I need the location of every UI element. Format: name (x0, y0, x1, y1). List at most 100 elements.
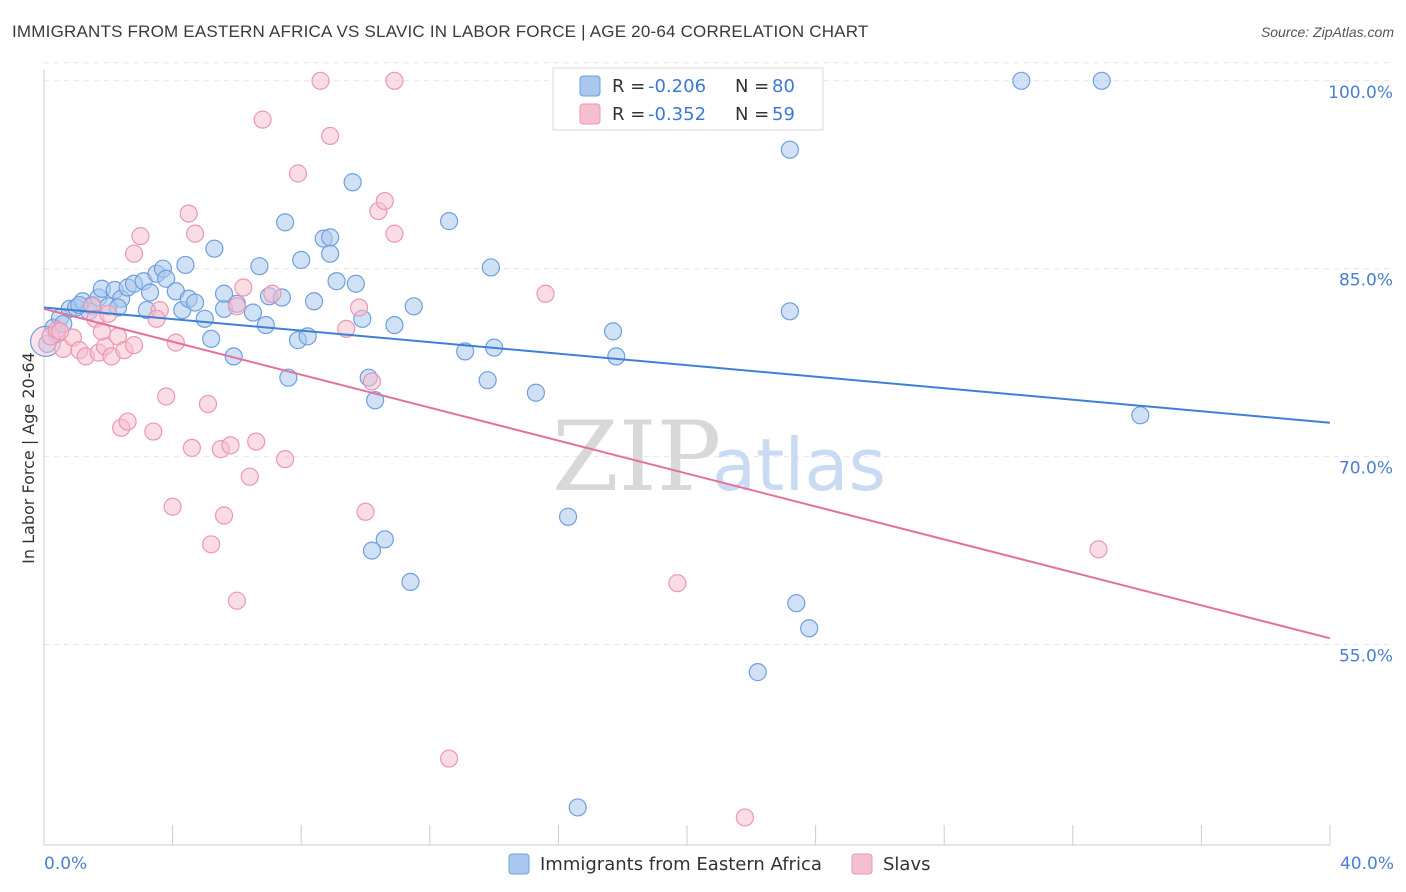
immigrants-point-22 (176, 255, 195, 275)
slavs-point-30 (214, 506, 234, 525)
slavs-point-51 (536, 284, 555, 303)
slavs-point-43 (349, 298, 369, 317)
immigrants-point-59 (526, 383, 545, 402)
axes-layer (43, 70, 1331, 846)
legend-r-label-2: R = (612, 104, 645, 125)
slavs-point-42 (337, 319, 356, 338)
legend-r-value-2: -0.352 (648, 104, 706, 125)
immigrants-point-33 (250, 257, 269, 276)
immigrants-point-47 (343, 173, 362, 192)
y-tick-label-70: 70.0% (1339, 459, 1393, 479)
slavs-point-16 (118, 412, 137, 431)
correlation-legend: R = -0.206 N = 80 R = -0.352 N = 59 (552, 67, 824, 131)
slavs-point-38 (276, 450, 295, 469)
legend-r-label-1: R = (612, 76, 645, 97)
immigrants-point-64 (748, 663, 767, 682)
legend-n-label-1: N = (735, 76, 769, 97)
immigrants-point-78 (195, 309, 214, 328)
immigrants-point-31 (214, 284, 234, 303)
immigrants-point-27 (205, 239, 224, 258)
immigrants-point-26 (186, 293, 205, 312)
watermark-atlas: atlas (712, 423, 886, 507)
slavs-trend-line (43, 307, 1331, 640)
slavs-point-32 (227, 591, 246, 610)
immigrants-point-74 (1131, 406, 1150, 425)
immigrants-point-38 (276, 213, 295, 232)
y-tick-label-55: 55.0% (1339, 647, 1393, 667)
slavs-point-26 (182, 438, 201, 457)
slavs-point-28 (202, 535, 221, 554)
immigrants-point-52 (385, 315, 404, 335)
slavs-point-25 (186, 224, 205, 243)
immigrants-point-58 (481, 258, 500, 277)
bottom-legend-swatch-pink (851, 853, 873, 875)
immigrants-point-44 (321, 244, 340, 263)
slavs-point-31 (221, 436, 240, 455)
immigrants-point-72 (1012, 71, 1031, 90)
immigrants-point-34 (256, 315, 275, 335)
slavs-point-17 (124, 244, 144, 263)
slavs-point-40 (311, 71, 330, 90)
immigrants-trend-line (43, 306, 1331, 424)
y-axis-label: In Labor Force | Age 20-64 (19, 352, 38, 564)
legend-n-label-2: N = (735, 104, 769, 125)
immigrants-point-48 (346, 274, 365, 293)
y-tick-label-85: 85.0% (1339, 271, 1393, 291)
slavs-point-55 (50, 322, 70, 341)
immigrants-point-40 (292, 250, 311, 270)
immigrants-point-60 (558, 507, 578, 526)
slavs-point-50 (439, 749, 459, 768)
y-tick-labels: 55.0% 70.0% 85.0% 100.0% (1328, 83, 1393, 667)
slavs-point-54 (1089, 540, 1108, 559)
slavs-point-52 (668, 574, 687, 593)
x-tick-label-min: 0.0% (44, 854, 87, 874)
immigrants-point-67 (780, 302, 799, 321)
legend-n-value-1: 80 (772, 76, 795, 97)
grid-layer (44, 62, 1394, 646)
immigrants-point-21 (157, 269, 176, 288)
immigrants-point-69 (375, 530, 394, 549)
slavs-point-19 (144, 422, 163, 441)
immigrants-point-28 (202, 329, 221, 348)
immigrants-point-65 (780, 140, 799, 159)
chart-title: IMMIGRANTS FROM EASTERN AFRICA VS SLAVIC… (12, 22, 869, 41)
immigrants-point-66 (787, 594, 806, 613)
slavs-point-44 (356, 502, 375, 521)
legend-r-value-1: -0.206 (648, 76, 706, 97)
slavs-point-49 (385, 71, 404, 90)
slavs-point-39 (288, 164, 308, 183)
slavs-point-14 (124, 336, 144, 355)
immigrants-point-18 (140, 283, 160, 302)
slavs-point-41 (321, 126, 340, 146)
immigrants-point-51 (366, 391, 385, 410)
slavs-point-18 (131, 227, 150, 246)
slavs-point-48 (385, 224, 404, 243)
slavs-point-47 (375, 191, 394, 211)
immigrants-point-79 (243, 303, 263, 322)
watermark-zip: ZIP (552, 401, 721, 513)
immigrants-point-45 (321, 228, 340, 247)
immigrants-point-55 (456, 342, 475, 361)
slavs-point-24 (179, 204, 198, 223)
watermark: ZIP atlas (552, 401, 886, 513)
slavs-point-37 (263, 284, 282, 303)
series-slavs-points (41, 71, 1108, 827)
slavs-point-45 (362, 372, 382, 391)
slavs-point-33 (234, 278, 253, 297)
immigrants-point-46 (327, 272, 346, 291)
series-legend: Immigrants from Eastern Africa Slavs (508, 853, 931, 875)
immigrants-point-63 (607, 347, 626, 366)
slavs-point-53 (735, 808, 754, 827)
immigrants-point-53 (404, 297, 423, 316)
slavs-point-36 (253, 110, 272, 129)
immigrants-point-71 (362, 541, 382, 560)
legend-swatch-pink (579, 103, 601, 125)
immigrants-point-68 (800, 619, 819, 638)
immigrants-point-61 (568, 798, 587, 817)
immigrants-point-73 (1092, 71, 1111, 90)
immigrants-point-42 (304, 292, 324, 311)
x-tick-label-max: 40.0% (1340, 854, 1394, 874)
immigrants-point-70 (401, 572, 420, 592)
bottom-legend-swatch-blue (508, 853, 530, 875)
